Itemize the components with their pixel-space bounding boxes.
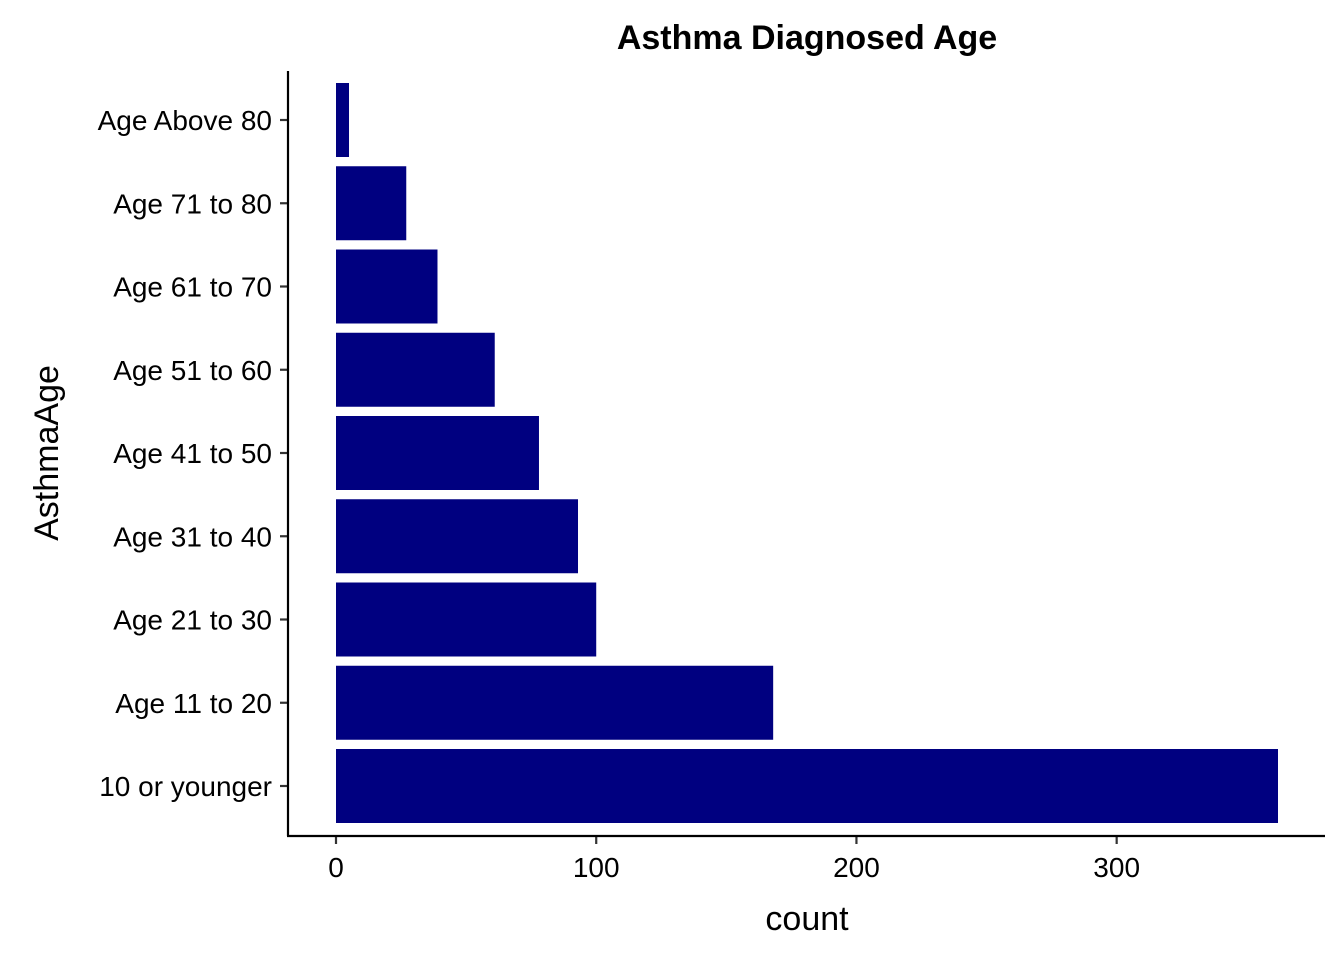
x-tick-label: 200 — [833, 852, 880, 883]
y-tick-label: Age 71 to 80 — [113, 188, 272, 219]
y-tick-label: 10 or younger — [99, 771, 272, 802]
x-tick-label: 300 — [1093, 852, 1140, 883]
bar-age-21-to-30 — [336, 582, 597, 657]
bar-age-above-80 — [336, 83, 350, 157]
bar-age-41-to-50 — [336, 416, 539, 490]
x-axis-title: count — [765, 900, 849, 938]
bar-age-51-to-60 — [336, 332, 495, 407]
bar-age-61-to-70 — [336, 249, 438, 324]
y-tick-label: Age Above 80 — [98, 105, 272, 136]
bar-age-31-to-40 — [336, 499, 579, 574]
x-axis-ticks: 0 100 200 300 — [328, 836, 1140, 883]
bar-age-11-to-20 — [336, 665, 774, 740]
y-tick-label: Age 51 to 60 — [113, 355, 272, 386]
bar-age-71-to-80 — [336, 166, 407, 241]
x-tick-label: 0 — [328, 852, 344, 883]
y-tick-label: Age 41 to 50 — [113, 438, 272, 469]
y-axis-ticks: 10 or younger Age 11 to 20 Age 21 to 30 Age… — [98, 105, 288, 802]
y-axis-title: AsthmaAge — [28, 365, 66, 541]
y-tick-label: Age 61 to 70 — [113, 272, 272, 303]
chart-title: Asthma Diagnosed Age — [617, 19, 997, 57]
y-tick-label: Age 11 to 20 — [115, 688, 272, 719]
y-tick-label: Age 31 to 40 — [113, 521, 272, 552]
bar-10-or-younger — [336, 749, 1278, 823]
bars-group — [336, 83, 1278, 823]
x-tick-label: 100 — [573, 852, 620, 883]
y-tick-label: Age 21 to 30 — [113, 605, 272, 636]
